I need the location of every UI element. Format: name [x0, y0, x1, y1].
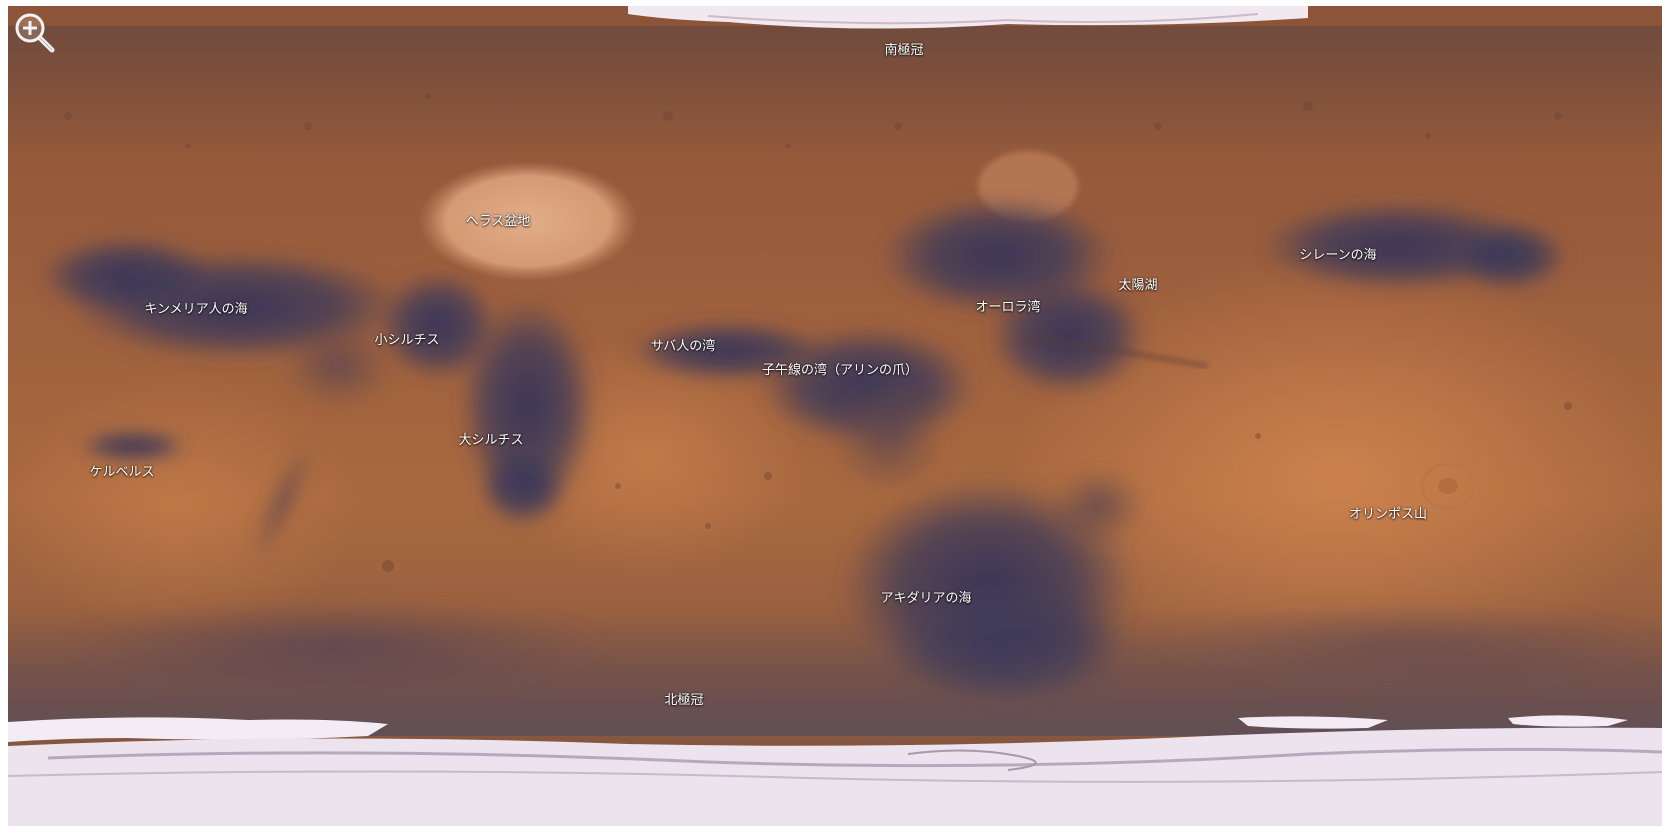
- label-syrtis-major[interactable]: 大シルチス: [458, 433, 524, 448]
- label-sinus-sabaeus[interactable]: サバ人の湾: [650, 339, 716, 354]
- label-cerberus[interactable]: ケルベルス: [89, 465, 155, 480]
- label-mare-sirenum[interactable]: シレーンの海: [1299, 248, 1377, 263]
- label-north-polar-cap[interactable]: 北極冠: [664, 693, 704, 708]
- label-olympus-mons[interactable]: オリンポス山: [1348, 507, 1428, 522]
- label-solis-lacus[interactable]: 太陽湖: [1118, 278, 1158, 293]
- mars-map[interactable]: 南極冠 ヘラス盆地 シレーンの海 太陽湖 オーロラ湾 キンメリア人の海 小シルチ…: [8, 6, 1662, 826]
- label-south-polar-cap[interactable]: 南極冠: [884, 43, 924, 58]
- zoom-in-button[interactable]: [13, 12, 59, 56]
- label-aurorae-sinus[interactable]: オーロラ湾: [975, 300, 1041, 315]
- mars-surface-image: [8, 6, 1662, 826]
- label-sinus-meridiani[interactable]: 子午線の湾（アリンの爪）: [761, 363, 919, 378]
- label-syrtis-minor[interactable]: 小シルチス: [374, 333, 440, 348]
- zoom-in-magnifier-icon: [15, 13, 55, 53]
- label-hellas-basin[interactable]: ヘラス盆地: [465, 214, 531, 229]
- label-mare-cimmerium[interactable]: キンメリア人の海: [144, 302, 248, 317]
- label-mare-acidalium[interactable]: アキダリアの海: [880, 591, 972, 606]
